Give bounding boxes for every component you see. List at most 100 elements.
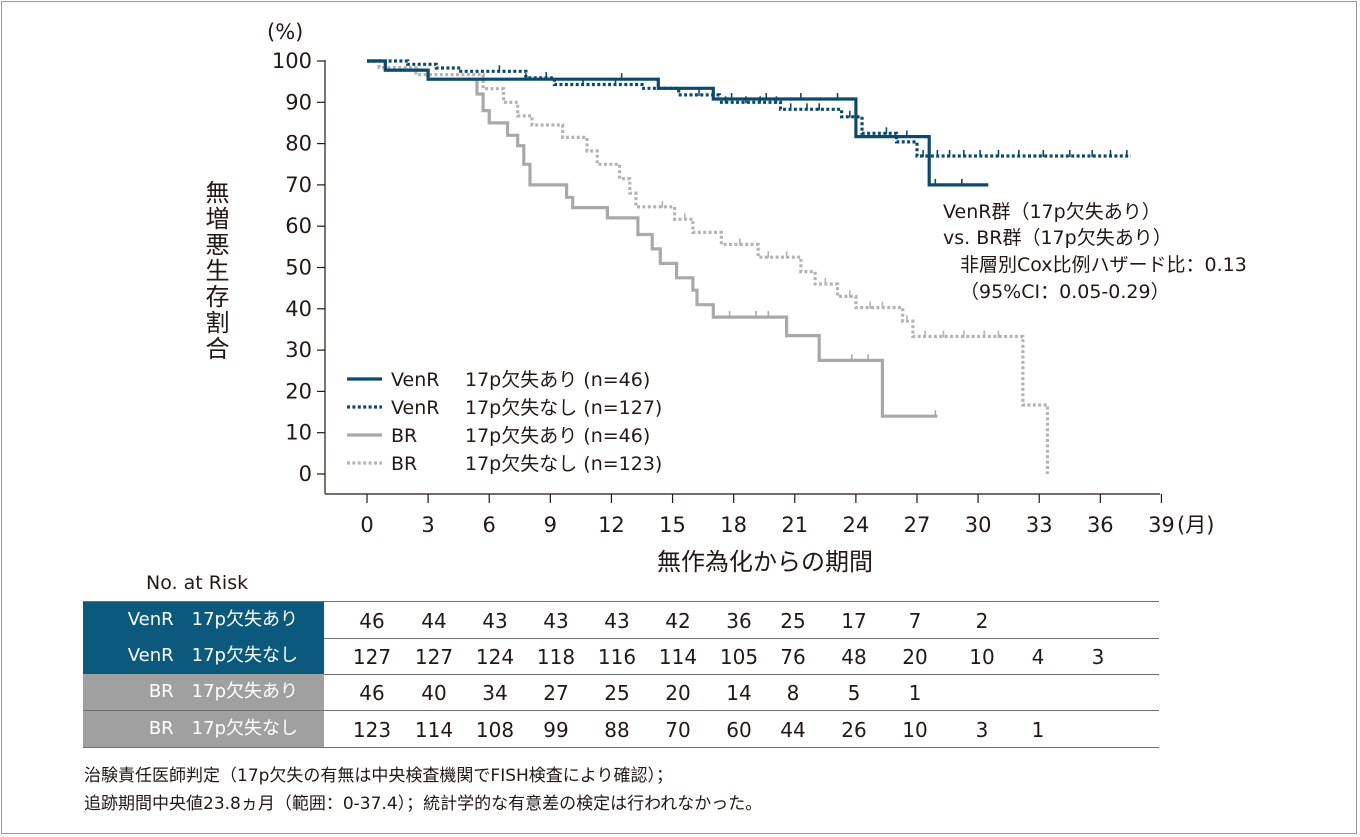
legend-group-2: 17p欠失なし (n=127) (465, 397, 662, 419)
legend-arm-1: VenR (391, 369, 439, 391)
risk-row-label: BR 17p欠失なし (83, 710, 324, 747)
x-axis-title: 無作為化からの期間 (657, 548, 873, 576)
risk-cell: 44 (780, 717, 806, 742)
risk-cell: 46 (359, 681, 385, 705)
risk-cell: 123 (352, 717, 392, 742)
y-tick-label: 0 (299, 462, 312, 486)
y-axis-unit: (%) (267, 20, 303, 44)
x-tick-label: 9 (544, 513, 557, 537)
risk-cell: 46 (359, 609, 385, 633)
footnote-line-2: 追跡期間中央値23.8ヵ月（範囲：0-37.4）；統計学的な有意差の検定は行われ… (84, 794, 763, 814)
series-line-1 (367, 59, 989, 187)
risk-cell: 43 (482, 609, 508, 633)
risk-cell: 76 (780, 644, 806, 669)
x-tick-label: 6 (483, 513, 496, 537)
y-tick-label: 10 (285, 421, 312, 445)
risk-cell: 8 (786, 681, 800, 705)
risk-table-title: No. at Risk (146, 572, 249, 594)
risk-cell: 1 (908, 681, 922, 705)
x-tick-label: 0 (360, 513, 373, 537)
x-tick-label: 27 (904, 513, 931, 537)
annotation-line-1: VenR群（17p欠失あり） (943, 201, 1161, 223)
risk-cell: 17 (841, 609, 867, 633)
risk-cell: 88 (604, 717, 630, 742)
risk-cell: 127 (414, 644, 454, 669)
legend-arm-3: BR (391, 425, 417, 447)
risk-cell: 40 (421, 681, 447, 705)
risk-cell: 20 (902, 644, 928, 669)
risk-row-3: BR 17p欠失あり 46 40 34 27 25 20 14 8 5 1 (83, 674, 1159, 711)
y-tick-label: 60 (285, 214, 312, 238)
risk-cell: 60 (726, 717, 752, 742)
y-tick-label: 90 (285, 90, 312, 114)
risk-cell: 14 (726, 681, 752, 705)
risk-row-2: VenR 17p欠失なし 127 127 124 118 116 114 105 76 48 20 1… (83, 637, 1159, 675)
risk-cell: 99 (543, 717, 569, 742)
hazard-ratio-annotation: VenR群（17p欠失あり） vs. BR群（17p欠失あり） 非層別Cox比例ハザ… (943, 201, 1247, 303)
risk-cell: 1 (1031, 717, 1045, 742)
risk-row-label: BR 17p欠失あり (83, 674, 324, 710)
annotation-line-2: vs. BR群（17p欠失あり） (943, 227, 1172, 249)
risk-cell: 10 (902, 717, 928, 742)
risk-cell: 25 (780, 609, 806, 633)
legend-group-3: 17p欠失あり (n=46) (465, 425, 650, 447)
risk-cell: 10 (969, 644, 995, 669)
risk-cell: 44 (421, 609, 447, 633)
risk-cell: 2 (975, 609, 989, 633)
risk-cell: 7 (908, 609, 922, 633)
annotation-line-4: （95%CI：0.05-0.29） (960, 281, 1170, 303)
x-tick-label: 33 (1026, 513, 1053, 537)
risk-cell: 4 (1031, 644, 1045, 669)
legend-arm-4: BR (391, 453, 417, 475)
risk-cell: 5 (847, 681, 861, 705)
x-tick-label: 36 (1087, 513, 1114, 537)
risk-table: VenR 17p欠失あり 46 44 43 43 43 42 36 25 17 7 2 VenR 17p… (83, 601, 1159, 748)
risk-row-label: VenR 17p欠失あり (83, 602, 324, 638)
risk-cell: 43 (604, 609, 630, 633)
y-tick-label: 50 (285, 256, 312, 280)
risk-cell: 3 (975, 717, 989, 742)
risk-cell: 42 (665, 609, 691, 633)
x-tick-label: 3 (421, 513, 434, 537)
y-tick-label: 70 (285, 173, 312, 197)
y-axis-title: 無増悪生存割合 (201, 180, 229, 362)
risk-cell: 20 (665, 681, 691, 705)
risk-cell: 26 (841, 717, 867, 742)
risk-row-4: BR 17p欠失なし 123 114 108 99 88 70 60 44 26 10 3 1 (83, 710, 1159, 748)
risk-cell: 43 (543, 609, 569, 633)
risk-cell: 25 (604, 681, 630, 705)
footnotes: 治験責任医師判定（17p欠失の有無は中央検査機関でFISH検査により確認）； 追… (84, 762, 762, 818)
x-tick-label: 21 (781, 513, 808, 537)
risk-cell: 114 (658, 644, 698, 669)
risk-row-label: VenR 17p欠失なし (83, 637, 324, 674)
series-layer (367, 59, 1131, 474)
risk-cell: 108 (475, 717, 515, 742)
risk-cell: 3 (1091, 644, 1105, 669)
legend-group-1: 17p欠失あり (n=46) (465, 369, 650, 391)
risk-cell: 127 (352, 644, 392, 669)
y-tick-label: 40 (285, 297, 312, 321)
risk-cell: 48 (841, 644, 867, 669)
risk-cell: 27 (543, 681, 569, 705)
risk-cell: 124 (475, 644, 515, 669)
x-tick-label: 15 (659, 513, 686, 537)
risk-cell: 70 (665, 717, 691, 742)
risk-cell: 114 (414, 717, 454, 742)
x-tick-label: 12 (598, 513, 625, 537)
y-tick-label: 20 (285, 379, 312, 403)
risk-cell: 118 (536, 644, 576, 669)
legend-arm-2: VenR (391, 397, 439, 419)
series-line-2 (367, 59, 1131, 158)
legend: VenR 17p欠失あり (n=46) VenR 17p欠失なし (n=127) BR 1… (347, 369, 662, 475)
y-tick-label: 30 (285, 338, 312, 362)
annotation-line-3: 非層別Cox比例ハザード比：0.13 (960, 254, 1247, 276)
x-tick-label: 39 (1148, 513, 1175, 537)
risk-row-1: VenR 17p欠失あり 46 44 43 43 43 42 36 25 17 7 2 (83, 601, 1159, 639)
risk-cell: 34 (482, 681, 508, 705)
risk-cell: 116 (597, 644, 637, 669)
x-tick-label: 18 (720, 513, 747, 537)
y-tick-label: 100 (272, 49, 312, 73)
x-tick-label: 24 (843, 513, 870, 537)
